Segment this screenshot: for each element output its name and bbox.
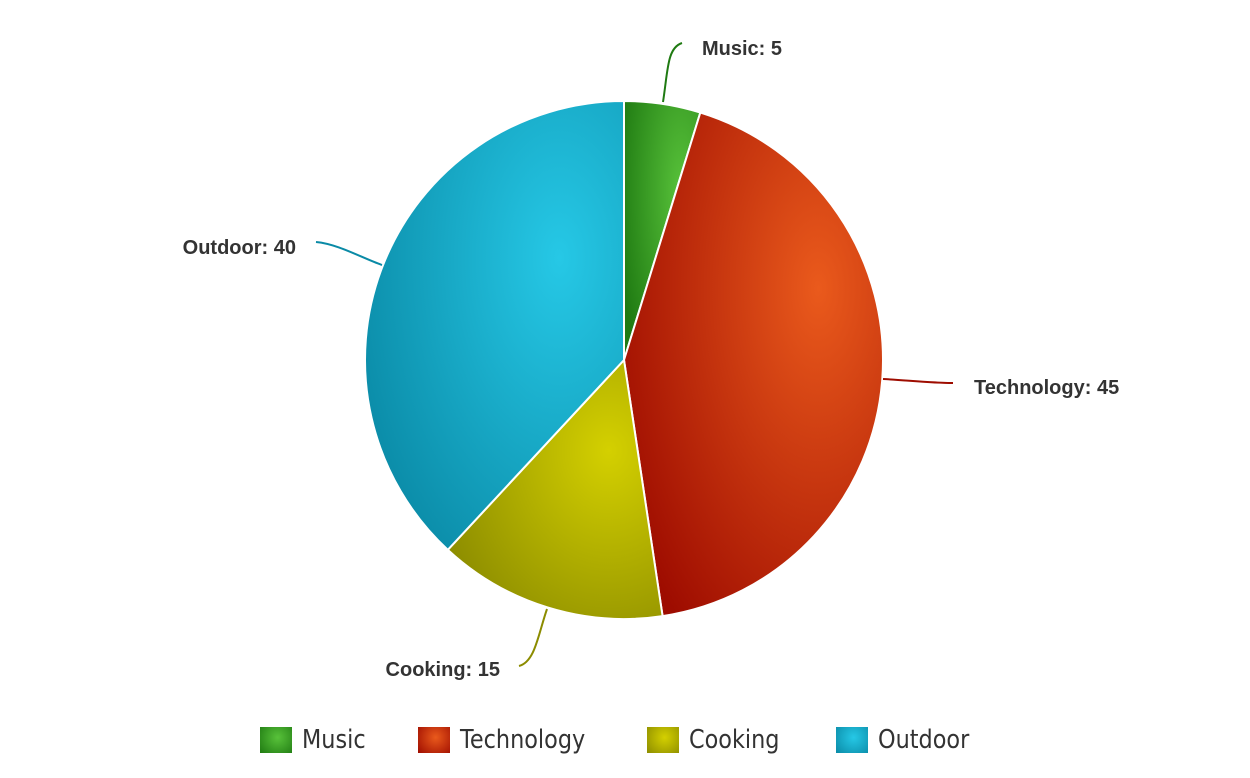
connector-technology <box>882 378 954 384</box>
data-label-music: Music: 5 <box>702 38 782 60</box>
legend-label-music: Music <box>302 725 366 755</box>
legend-item-technology[interactable]: Technology <box>418 722 606 758</box>
connector-music <box>662 42 683 103</box>
legend-swatch-technology <box>418 727 450 753</box>
data-label-cooking: Cooking: 15 <box>386 659 500 681</box>
connector-cooking <box>518 608 548 667</box>
legend-label-cooking: Cooking <box>689 725 780 755</box>
connector-outdoor <box>315 241 383 266</box>
legend-label-outdoor: Outdoor <box>878 725 970 755</box>
legend-swatch-cooking <box>647 727 679 753</box>
pie-chart: Music: 5 Technology: 45 Cooking: 15 Outdoor… <box>183 38 1120 681</box>
data-label-outdoor: Outdoor: 40 <box>183 237 296 259</box>
pie-slice-technology[interactable] <box>623 111 884 618</box>
chart-legend: Music Technology Cooking Outdoor <box>0 722 1250 762</box>
pie-slice-cooking[interactable] <box>446 359 664 620</box>
legend-item-outdoor[interactable]: Outdoor <box>836 722 984 758</box>
pie-slice-outdoor[interactable] <box>364 100 625 551</box>
data-label-technology: Technology: 45 <box>974 377 1119 399</box>
legend-swatch-outdoor <box>836 727 868 753</box>
legend-item-cooking[interactable]: Cooking <box>647 722 794 758</box>
legend-label-technology: Technology <box>460 725 586 755</box>
legend-item-music[interactable]: Music <box>260 722 376 758</box>
legend-swatch-music <box>260 727 292 753</box>
